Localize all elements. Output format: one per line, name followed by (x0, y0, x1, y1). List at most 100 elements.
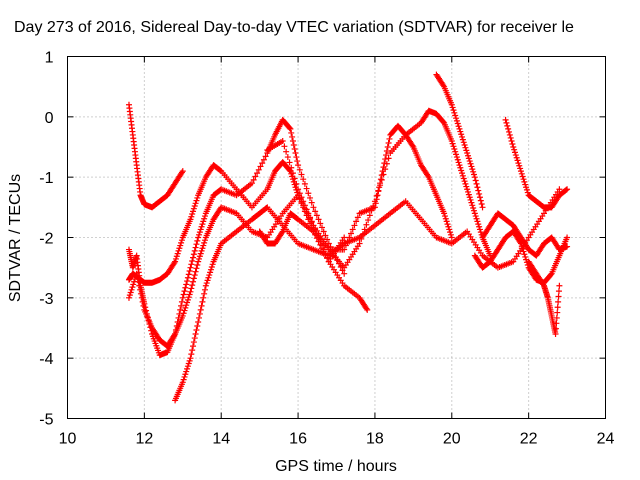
data-point (313, 212, 320, 219)
data-point (203, 280, 210, 287)
data-point (453, 154, 460, 161)
data-point (465, 155, 472, 162)
data-point (523, 256, 530, 263)
data-point (448, 101, 455, 108)
data-point (262, 153, 269, 160)
data-point (470, 171, 477, 178)
data-point (520, 176, 527, 183)
series-track-3 (125, 116, 348, 359)
x-tick-label: 12 (135, 431, 153, 448)
data-point (201, 286, 208, 293)
data-point (341, 246, 348, 253)
data-point (454, 120, 461, 127)
data-point (129, 284, 136, 291)
data-series-group (125, 71, 571, 404)
data-point (409, 142, 416, 149)
data-point (199, 245, 206, 252)
data-point (463, 147, 470, 154)
data-point (201, 215, 208, 222)
data-point (449, 140, 456, 147)
data-point (183, 281, 190, 288)
data-point (385, 155, 392, 162)
data-point (174, 250, 181, 257)
data-point (473, 215, 480, 222)
data-point (202, 282, 209, 289)
y-tick-label: -4 (39, 351, 53, 368)
data-point (257, 163, 264, 170)
data-point (193, 197, 200, 204)
data-point (440, 82, 447, 89)
data-point (292, 150, 299, 157)
data-point (465, 188, 472, 195)
data-point (259, 160, 266, 167)
data-point (301, 180, 308, 187)
data-point (460, 175, 467, 182)
data-point (473, 180, 480, 187)
data-point (547, 271, 554, 278)
data-point (517, 165, 524, 172)
data-point (451, 146, 458, 153)
data-point (462, 144, 469, 151)
data-point (373, 192, 380, 199)
data-point (192, 268, 199, 275)
data-point (502, 116, 509, 123)
data-point (553, 320, 560, 327)
data-point (178, 239, 185, 246)
data-point (514, 157, 521, 164)
data-point (351, 222, 358, 229)
data-point (341, 270, 348, 277)
data-point (254, 170, 261, 177)
data-point (207, 269, 214, 276)
data-point (191, 272, 198, 279)
data-point (466, 158, 473, 165)
data-point (476, 226, 483, 233)
data-point (359, 231, 366, 238)
data-point (476, 190, 483, 197)
data-point (305, 190, 312, 197)
series-track-1 (125, 101, 186, 211)
data-point (196, 314, 203, 321)
data-point (177, 242, 184, 249)
data-point (188, 285, 195, 292)
series-track-2 (125, 159, 371, 313)
data-point (506, 128, 513, 135)
data-point (461, 141, 468, 148)
data-point (553, 314, 560, 321)
data-point (517, 168, 524, 175)
data-point (293, 154, 300, 161)
data-point (293, 180, 300, 187)
y-tick-label: -3 (39, 291, 53, 308)
data-point (370, 202, 377, 209)
data-point (298, 194, 305, 201)
data-point (200, 218, 207, 225)
data-point (184, 299, 191, 306)
data-point (325, 240, 332, 247)
data-point (287, 125, 294, 132)
data-point (455, 159, 462, 166)
data-point (378, 176, 385, 183)
data-point (197, 250, 204, 257)
data-point (474, 184, 481, 191)
data-point (190, 343, 197, 350)
data-point (291, 146, 298, 153)
data-point (454, 156, 461, 163)
data-point (303, 185, 310, 192)
data-point (509, 140, 516, 147)
data-point (196, 255, 203, 262)
data-point (307, 214, 314, 221)
data-point (464, 150, 471, 157)
data-point (139, 298, 146, 305)
data-point (524, 261, 531, 268)
data-point (374, 192, 381, 199)
data-point (186, 291, 193, 298)
data-point (190, 208, 197, 215)
data-point (457, 164, 464, 171)
data-point (451, 109, 458, 116)
data-point (364, 306, 371, 313)
data-point (344, 238, 351, 245)
data-point (555, 288, 562, 295)
data-point (441, 213, 448, 220)
data-point (200, 242, 207, 249)
data-point (183, 302, 190, 309)
